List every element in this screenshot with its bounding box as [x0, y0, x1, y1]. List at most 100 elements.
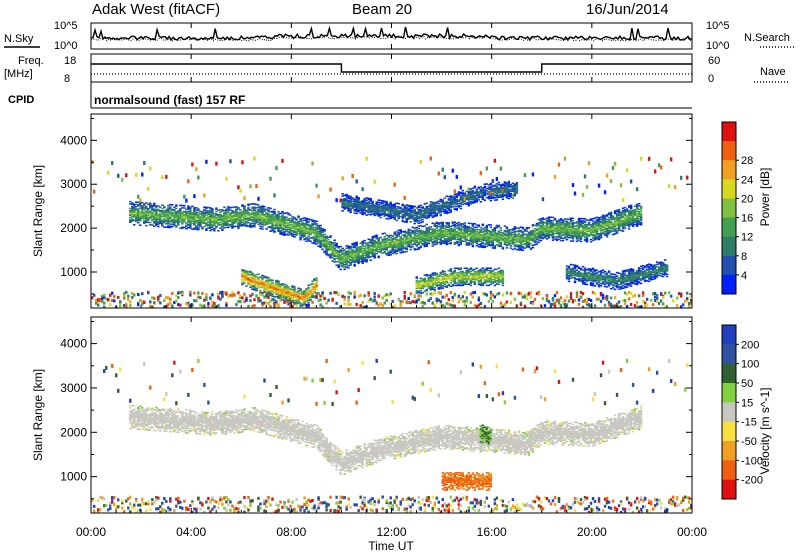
- echo-cell: [391, 244, 394, 247]
- echo-cell: [435, 239, 438, 242]
- echo-cell: [135, 213, 138, 216]
- echo-cell: [237, 218, 240, 221]
- echo-cell: [445, 222, 448, 224]
- echo-cell: [287, 212, 290, 215]
- echo-cell: [383, 215, 386, 217]
- echo-cell: [397, 202, 400, 205]
- echo-cell: [341, 259, 344, 261]
- echo-cell: [433, 281, 436, 283]
- echo-cell: [299, 290, 302, 293]
- echo-cell: [369, 210, 372, 213]
- echo-cell: [247, 209, 250, 211]
- echo-cell: [493, 246, 497, 248]
- echo-cell: [153, 301, 156, 305]
- echo-cell: [183, 211, 186, 214]
- echo-cell: [361, 206, 364, 209]
- echo-cell: [427, 233, 430, 236]
- echo-cell: [391, 237, 394, 240]
- echo-cell: [437, 274, 440, 277]
- echo-cell: [355, 209, 358, 211]
- echo-cell: [407, 228, 410, 231]
- echo-cell: [445, 205, 448, 208]
- echo-cell: [363, 239, 366, 242]
- echo-cell: [261, 292, 264, 296]
- echo-cell: [447, 233, 450, 236]
- echo-cell: [467, 187, 471, 192]
- echo-cell: [181, 292, 184, 296]
- echo-cell: [329, 243, 332, 245]
- echo-cell: [379, 242, 382, 245]
- echo-cell: [169, 217, 172, 220]
- echo-cell: [463, 303, 467, 307]
- echo-cell: [457, 276, 461, 279]
- echo-cell: [419, 230, 422, 233]
- echo-cell: [391, 242, 394, 244]
- echo-cell: [309, 231, 312, 233]
- echo-cell: [391, 205, 394, 207]
- echo-cell: [299, 292, 302, 295]
- echo-cell: [477, 187, 481, 190]
- echo-cell: [425, 211, 428, 214]
- echo-cell: [131, 220, 134, 222]
- echo-cell: [381, 252, 384, 254]
- echo-cell: [325, 241, 328, 243]
- echo-cell: [253, 277, 256, 280]
- echo-cell: [289, 231, 292, 234]
- echo-cell: [123, 303, 126, 307]
- echo-cell: [469, 292, 473, 296]
- echo-cell: [153, 212, 156, 215]
- echo-cell: [449, 195, 452, 197]
- echo-cell: [437, 279, 440, 281]
- echo-cell: [217, 215, 220, 217]
- echo-cell: [459, 191, 463, 194]
- echo-cell: [439, 275, 442, 277]
- echo-cell: [471, 202, 475, 204]
- echo-cell: [351, 256, 354, 259]
- echo-cell: [229, 219, 232, 221]
- echo-cell: [397, 248, 400, 251]
- echo-cell: [257, 215, 260, 218]
- echo-cell: [389, 292, 392, 296]
- echo-cell: [195, 227, 198, 230]
- echo-cell: [199, 216, 202, 218]
- echo-cell: [295, 224, 298, 226]
- echo-cell: [187, 223, 190, 226]
- echo-cell: [229, 209, 232, 211]
- echo-cell: [183, 194, 186, 199]
- echo-cell: [215, 208, 218, 211]
- echo-cell: [389, 204, 392, 207]
- echo-cell: [341, 257, 344, 260]
- echo-cell: [303, 226, 306, 228]
- echo-cell: [469, 200, 473, 203]
- echo-cell: [425, 231, 428, 234]
- echo-cell: [431, 285, 434, 287]
- echo-cell: [437, 212, 440, 214]
- echo-cell: [163, 205, 166, 208]
- echo-cell: [475, 200, 479, 203]
- echo-cell: [463, 272, 467, 274]
- echo-cell: [387, 235, 390, 237]
- echo-cell: [255, 212, 258, 215]
- echo-cell: [207, 225, 210, 227]
- echo-cell: [435, 284, 438, 286]
- echo-cell: [193, 211, 196, 213]
- echo-cell: [371, 213, 374, 215]
- echo-cell: [147, 203, 150, 205]
- echo-cell: [453, 237, 457, 240]
- echo-cell: [165, 210, 168, 212]
- echo-cell: [213, 220, 216, 223]
- echo-cell: [435, 204, 438, 207]
- echo-cell: [259, 293, 262, 297]
- echo-cell: [425, 230, 428, 233]
- echo-cell: [399, 241, 402, 244]
- echo-cell: [437, 171, 440, 176]
- echo-cell: [319, 224, 322, 227]
- echo-cell: [165, 174, 168, 179]
- echo-cell: [221, 220, 224, 222]
- echo-cell: [325, 247, 328, 249]
- echo-cell: [181, 212, 184, 215]
- echo-cell: [261, 282, 264, 285]
- echo-cell: [397, 244, 400, 246]
- echo-cell: [301, 231, 304, 233]
- echo-cell: [125, 304, 128, 308]
